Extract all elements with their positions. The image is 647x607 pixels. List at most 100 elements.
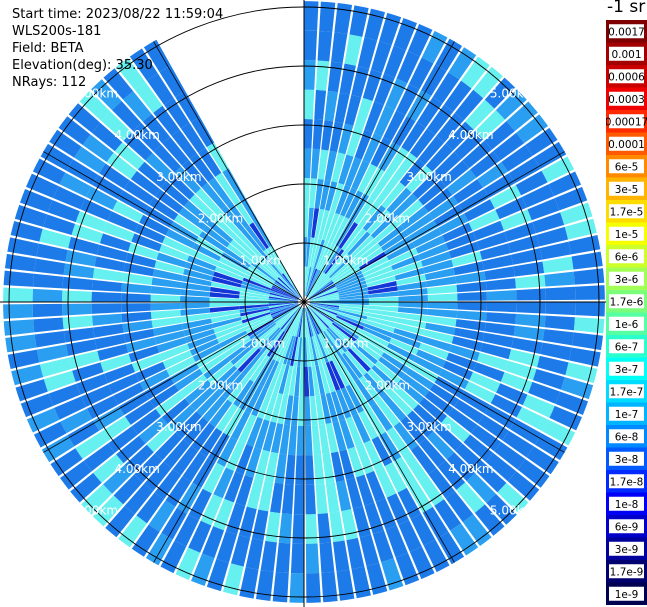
range-bin (331, 322, 357, 343)
range-bin (59, 460, 92, 490)
range-bin (174, 214, 203, 237)
range-bin (374, 105, 395, 137)
range-bin (329, 325, 353, 348)
range-bin (560, 202, 593, 225)
ray-sector (81, 306, 300, 515)
range-bin (464, 381, 496, 404)
range-bin (275, 305, 300, 325)
ray-sector (91, 79, 300, 298)
range-bin (336, 315, 365, 330)
range-bin (409, 128, 436, 159)
range-ring-label: 1.00km (323, 337, 368, 351)
range-bin (108, 373, 140, 395)
range-bin (166, 356, 196, 377)
range-bin (393, 328, 424, 343)
ray-sector (304, 1, 319, 297)
range-bin (412, 355, 443, 376)
range-bin (304, 307, 308, 338)
range-bin (305, 484, 316, 515)
colorbar-label-box (609, 586, 644, 601)
range-ring-label: 2.00km (198, 378, 243, 392)
range-bin (393, 421, 419, 451)
range-bin (427, 284, 458, 295)
range-bin (398, 295, 428, 302)
range-bin (184, 200, 211, 225)
ray-sector (68, 103, 300, 299)
range-bin (195, 188, 221, 215)
colorbar-label: 1.7e-9 (610, 566, 644, 578)
range-bin (400, 416, 426, 445)
range-bin (150, 294, 181, 302)
range-bin (305, 267, 316, 297)
range-bin (541, 156, 575, 183)
range-bin (272, 304, 299, 320)
azimuth-spoke (303, 301, 455, 563)
range-bin (263, 329, 284, 355)
ray-sector (306, 307, 435, 580)
range-bin (360, 256, 389, 274)
range-bin (308, 305, 331, 327)
range-bin (70, 472, 102, 503)
range-bin (3, 270, 35, 287)
range-bin (269, 294, 299, 301)
range-bin (282, 306, 301, 331)
range-bin (330, 391, 345, 421)
range-bin (393, 456, 418, 488)
range-bin (304, 178, 310, 208)
range-bin (96, 244, 128, 262)
range-bin (397, 487, 422, 520)
ray-sector (307, 306, 492, 547)
range-bin (571, 332, 604, 351)
range-bin (545, 286, 576, 301)
range-bin (307, 306, 327, 331)
range-bin (260, 251, 282, 276)
range-ring-label: 3.00km (156, 420, 201, 434)
range-bin (306, 270, 321, 297)
range-bin (412, 227, 442, 248)
range-bin (495, 89, 527, 120)
colorbar-label-box (609, 271, 644, 286)
range-bin (284, 395, 294, 426)
range-bin (118, 391, 150, 416)
range-bin (142, 114, 171, 144)
range-bin (270, 288, 299, 301)
range-bin (359, 534, 380, 567)
range-bin (153, 105, 180, 136)
range-bin (39, 357, 72, 378)
range-bin (397, 281, 428, 291)
range-bin (401, 373, 430, 397)
range-bin (307, 207, 314, 238)
range-bin (62, 303, 92, 316)
ray-sector (306, 30, 448, 297)
range-bin (81, 484, 113, 515)
range-bin (477, 352, 509, 371)
range-bin (239, 295, 269, 301)
range-bin (394, 267, 425, 281)
range-bin (19, 189, 53, 213)
range-bin (411, 445, 437, 475)
range-bin (304, 60, 316, 90)
range-bin (542, 329, 574, 346)
range-bin (397, 288, 428, 296)
range-bin (309, 304, 337, 318)
range-bin (428, 468, 455, 499)
colorbar-label: 3e-5 (615, 184, 639, 196)
range-bin (402, 451, 427, 481)
elevation-label: Elevation(deg): 35.30 (12, 58, 153, 73)
range-bin (310, 395, 318, 426)
range-bin (309, 178, 317, 209)
range-bin (407, 24, 433, 57)
range-bin (364, 323, 394, 338)
range-bin (483, 173, 515, 198)
range-bin (319, 1, 336, 33)
range-bin (246, 416, 264, 447)
range-bin (159, 244, 190, 262)
range-bin (332, 540, 350, 572)
range-bin (162, 236, 192, 255)
range-bin (151, 277, 182, 289)
range-bin (393, 261, 423, 276)
range-bin (533, 141, 567, 169)
range-bin (495, 197, 527, 220)
range-bin (36, 344, 69, 363)
range-bin (264, 451, 279, 483)
